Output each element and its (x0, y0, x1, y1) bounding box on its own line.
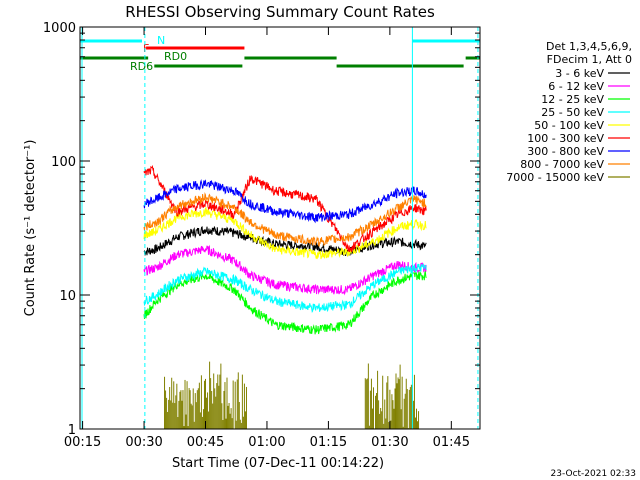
x-tick-label: 01:15 (310, 435, 347, 450)
legend-entry: 25 - 50 keV (541, 106, 604, 119)
y-tick-label: 100 (51, 155, 76, 170)
series-line (143, 191, 427, 248)
legend-header: Det 1,3,4,5,6,9, (546, 40, 632, 53)
series-line (143, 164, 427, 252)
observing-flags: NF RD0 RD6 (80, 34, 480, 73)
series-line (143, 263, 427, 313)
flag-label: RD6 (130, 60, 153, 73)
x-tick-label: 00:30 (125, 435, 162, 450)
legend-entry: 100 - 300 keV (527, 132, 604, 145)
series-line (143, 206, 427, 260)
series-lines (143, 164, 427, 429)
x-tick-label: 00:45 (187, 435, 224, 450)
legend: Det 1,3,4,5,6,9,FDecim 1, Att 03 - 6 keV… (506, 40, 632, 184)
legend-header: FDecim 1, Att 0 (547, 53, 632, 66)
footer-date: 23-Oct-2021 02:33 (551, 469, 636, 479)
y-tick-label: 1 (68, 423, 76, 438)
y-tick-label: 1000 (43, 21, 76, 36)
legend-entry: 50 - 100 keV (534, 119, 604, 132)
plot-frame (79, 26, 481, 430)
legend-entry: 300 - 800 keV (527, 145, 604, 158)
flag-label: N (157, 34, 165, 47)
series-line (143, 179, 427, 224)
x-tick-label: 01:00 (248, 435, 285, 450)
legend-entry: 3 - 6 keV (555, 67, 604, 80)
flag-label: F (143, 42, 149, 55)
y-ticks: 1 10 100 1000 (43, 21, 480, 438)
flag-label: RD0 (164, 50, 187, 63)
x-tick-label: 00:15 (64, 435, 101, 450)
series-line (143, 271, 427, 335)
chart-title: RHESSI Observing Summary Count Rates (125, 3, 435, 21)
y-tick-label: 10 (59, 289, 76, 304)
x-axis-label: Start Time (07-Dec-11 00:14:22) (172, 456, 384, 471)
legend-entry: 800 - 7000 keV (520, 158, 604, 171)
legend-entry: 6 - 12 keV (548, 80, 604, 93)
x-ticks: 00:15 00:30 00:45 01:00 01:15 01:30 01:45 (64, 27, 470, 450)
x-tick-label: 01:30 (371, 435, 408, 450)
x-tick-label: 01:45 (433, 435, 470, 450)
legend-entry: 7000 - 15000 keV (506, 171, 604, 184)
vertical-markers (81, 27, 479, 429)
y-axis-label: Count Rate (s⁻¹ detector⁻¹) (23, 140, 38, 317)
legend-entry: 12 - 25 keV (541, 93, 604, 106)
series-line (143, 244, 427, 296)
